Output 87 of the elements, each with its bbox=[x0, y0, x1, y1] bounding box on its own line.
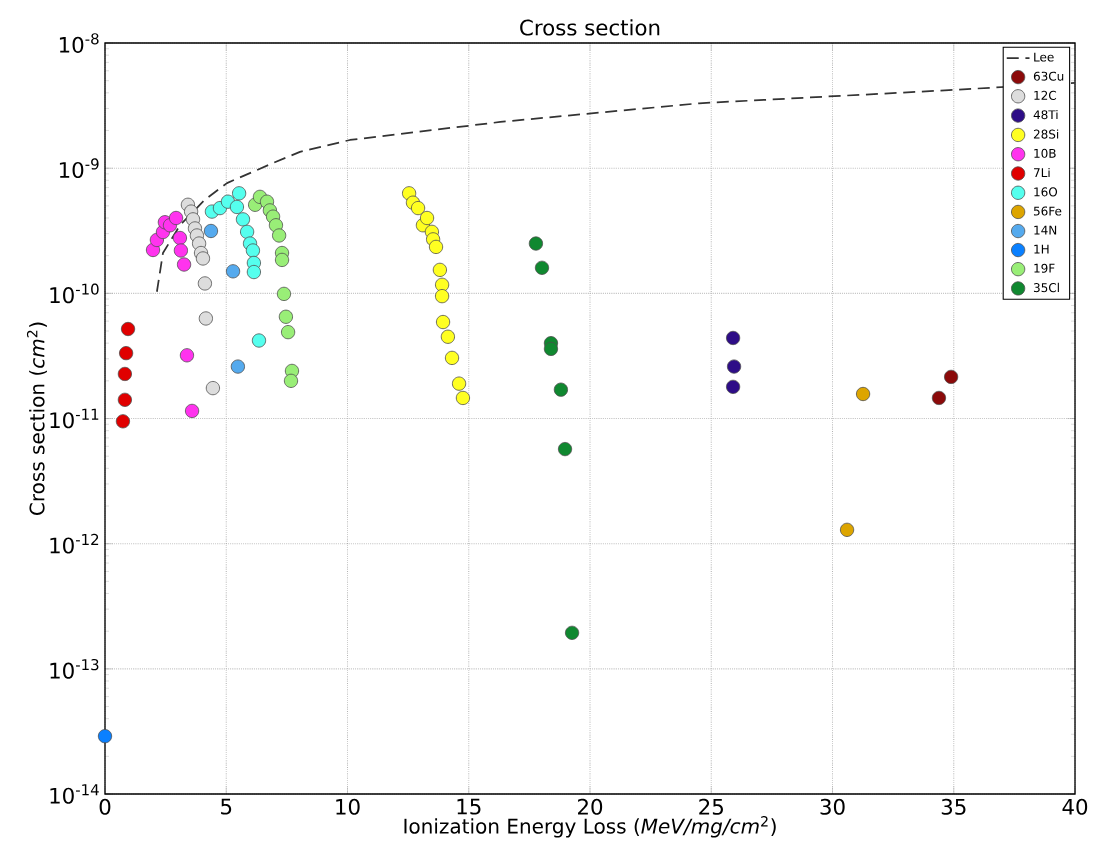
point bbox=[726, 359, 742, 374]
point bbox=[432, 262, 447, 277]
point bbox=[839, 522, 855, 537]
legend-label: 19F bbox=[1034, 263, 1055, 273]
point bbox=[274, 252, 290, 267]
point bbox=[251, 333, 267, 348]
point bbox=[229, 199, 244, 215]
point bbox=[173, 243, 188, 258]
y-tick-label: 10$^{-13}$ bbox=[50, 658, 99, 679]
point bbox=[117, 392, 132, 407]
point bbox=[565, 625, 580, 640]
point bbox=[931, 390, 947, 406]
point bbox=[435, 289, 450, 304]
y-tick-label: 10$^{-14}$ bbox=[50, 784, 99, 804]
point bbox=[435, 314, 451, 330]
point bbox=[198, 311, 213, 326]
point bbox=[225, 264, 241, 279]
point bbox=[205, 381, 220, 396]
point bbox=[115, 414, 131, 429]
point bbox=[543, 341, 559, 356]
legend-label: 63Cu bbox=[1033, 71, 1064, 81]
point bbox=[281, 325, 296, 340]
point bbox=[557, 442, 573, 457]
legend-label: 14N bbox=[1034, 225, 1057, 235]
chart-title: Cross section bbox=[520, 19, 660, 36]
legend-label: Lee bbox=[1034, 52, 1054, 62]
point bbox=[528, 236, 543, 251]
point bbox=[197, 276, 212, 291]
point bbox=[856, 386, 871, 402]
point bbox=[553, 382, 568, 397]
point bbox=[230, 359, 245, 374]
point bbox=[944, 369, 959, 384]
point bbox=[195, 251, 211, 266]
y-tick-label: 10$^{-8}$ bbox=[59, 33, 99, 53]
y-tick-label: 10$^{-11}$ bbox=[50, 408, 99, 429]
y-axis-title: Cross section (cm$^{2}$) bbox=[26, 322, 47, 515]
legend-label: 16O bbox=[1034, 187, 1058, 197]
x-tick-label: 25 bbox=[699, 798, 723, 815]
y-tick-label: 10$^{-12}$ bbox=[50, 533, 99, 554]
point bbox=[97, 729, 113, 744]
point bbox=[119, 346, 134, 361]
x-tick-label: 15 bbox=[457, 798, 481, 815]
point bbox=[120, 321, 136, 337]
point bbox=[232, 186, 247, 201]
point bbox=[534, 260, 550, 275]
point bbox=[235, 212, 251, 227]
point bbox=[419, 210, 435, 226]
legend-label: 48Ti bbox=[1033, 110, 1058, 120]
point bbox=[184, 403, 200, 418]
legend-label: 1H bbox=[1034, 244, 1049, 254]
point bbox=[451, 376, 467, 391]
legend-label: 56Fe bbox=[1033, 206, 1062, 216]
legend-label: 12C bbox=[1034, 90, 1057, 100]
point bbox=[455, 390, 470, 406]
point bbox=[726, 379, 741, 394]
point bbox=[246, 264, 261, 280]
x-tick-label: 35 bbox=[941, 798, 966, 815]
x-tick-label: 5 bbox=[221, 798, 232, 815]
x-tick-label: 20 bbox=[578, 798, 603, 815]
legend-label: 7Li bbox=[1034, 167, 1050, 178]
point bbox=[245, 243, 260, 258]
point bbox=[428, 239, 444, 254]
y-tick-label: 10$^{-10}$ bbox=[50, 283, 99, 304]
point bbox=[176, 257, 192, 272]
point bbox=[411, 201, 426, 216]
legend-label: 28Si bbox=[1033, 129, 1059, 139]
point bbox=[726, 330, 741, 346]
point bbox=[278, 309, 293, 324]
point bbox=[240, 224, 255, 239]
point bbox=[444, 350, 460, 365]
point bbox=[283, 373, 299, 388]
x-tick-label: 0 bbox=[99, 798, 111, 815]
x-tick-label: 40 bbox=[1062, 798, 1088, 815]
x-tick-label: 30 bbox=[820, 798, 845, 815]
point bbox=[168, 210, 184, 226]
legend-label: 35Cl bbox=[1033, 282, 1059, 293]
legend-label: 10B bbox=[1034, 148, 1056, 158]
point bbox=[172, 230, 187, 246]
point bbox=[440, 329, 455, 344]
point bbox=[203, 223, 219, 239]
y-tick-label: 10$^{-9}$ bbox=[59, 158, 99, 179]
point bbox=[117, 366, 132, 382]
x-axis-title: Ionization Energy Loss (MeV/mg/cm$^{2}$) bbox=[404, 816, 776, 838]
point bbox=[179, 348, 195, 363]
point bbox=[272, 228, 287, 243]
x-tick-label: 10 bbox=[336, 798, 360, 815]
point bbox=[276, 286, 292, 301]
